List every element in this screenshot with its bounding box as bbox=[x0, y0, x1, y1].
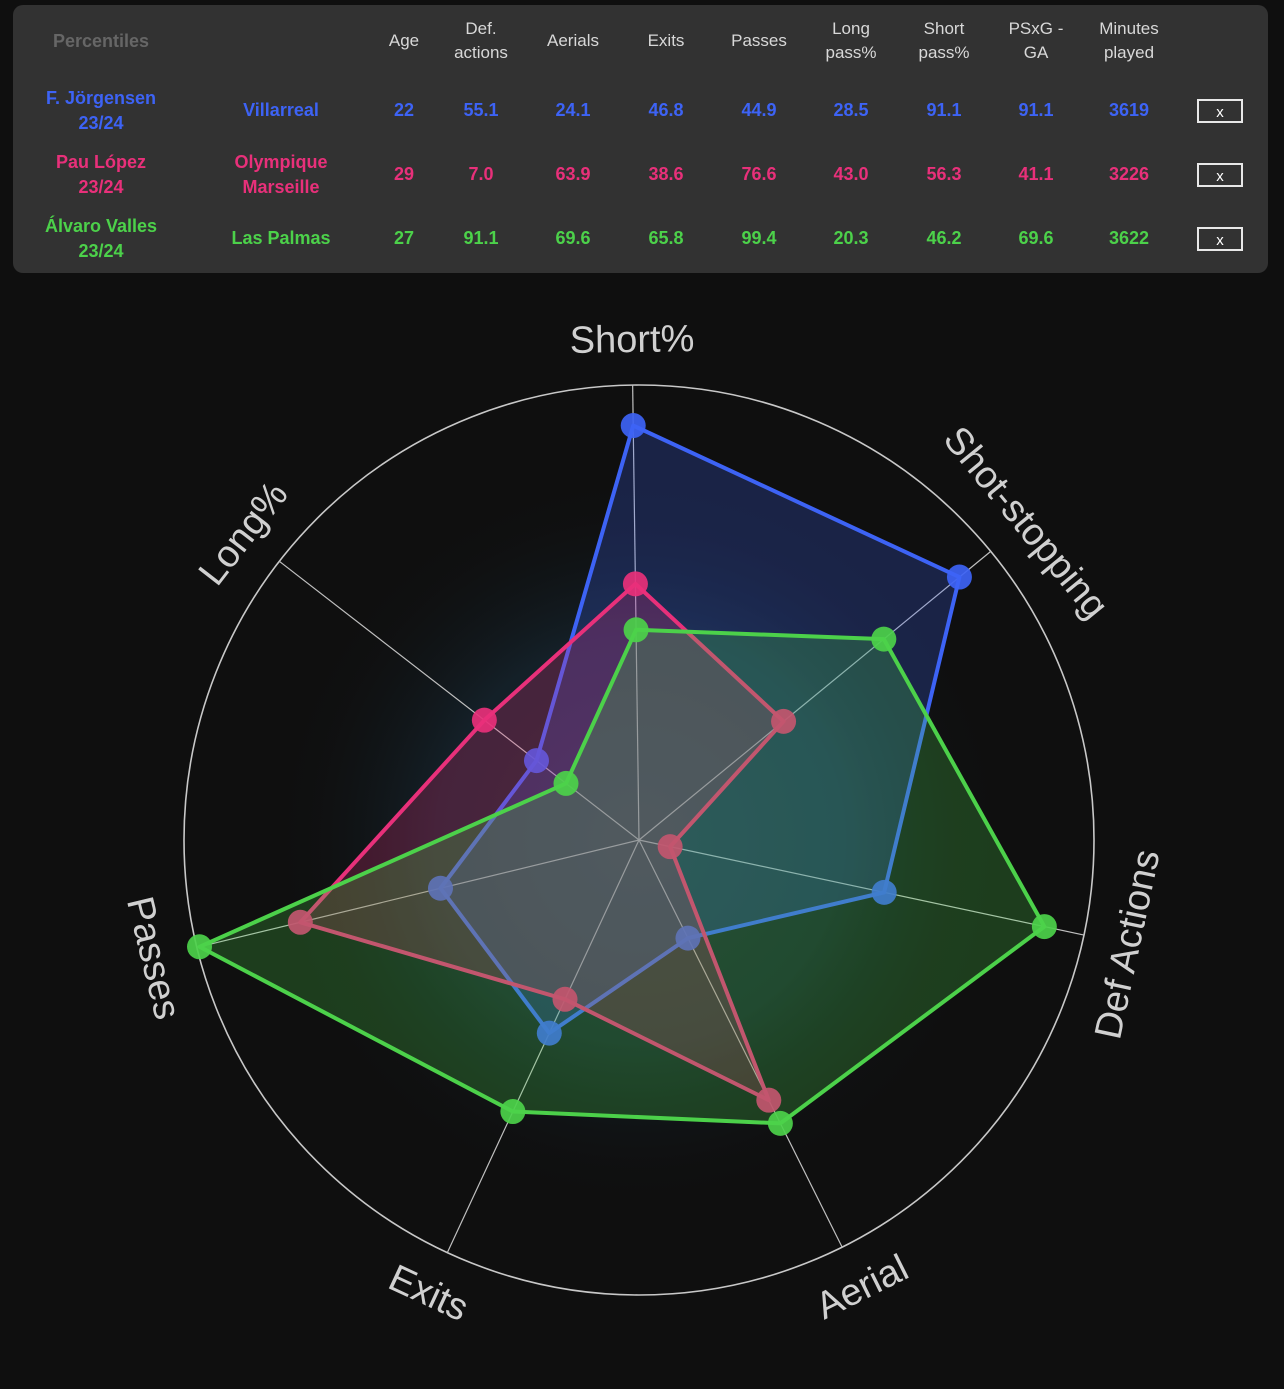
stat-value: 65.8 bbox=[648, 228, 684, 248]
radar-spoke bbox=[196, 839, 640, 949]
radar-outer-ring bbox=[183, 384, 1095, 1296]
stat-value: 69.6 bbox=[555, 228, 591, 248]
radar-point bbox=[946, 564, 972, 590]
radar-point bbox=[553, 770, 579, 796]
column-header-age: Age bbox=[388, 31, 420, 50]
stat-value: 3619 bbox=[1108, 100, 1150, 120]
stat-value: 29 bbox=[393, 164, 415, 184]
column-header-def-actions: Def. actions bbox=[454, 19, 508, 62]
radar-point bbox=[552, 986, 578, 1012]
stat-value: 91.1 bbox=[926, 100, 962, 120]
player-name: Pau López 23/24 bbox=[55, 152, 146, 197]
stat-value: 7.0 bbox=[468, 164, 494, 184]
axis-label: Passes bbox=[118, 893, 188, 1024]
radar-series-2 bbox=[287, 571, 797, 1113]
radar-point bbox=[622, 571, 648, 597]
column-header-psxg-ga: PSxG - GA bbox=[1008, 19, 1064, 62]
stat-value: 41.1 bbox=[1018, 164, 1054, 184]
radar-point bbox=[471, 707, 497, 733]
radar-point bbox=[756, 1087, 782, 1113]
radar-point bbox=[623, 617, 649, 643]
stat-value: 43.0 bbox=[833, 164, 869, 184]
team-name: Villarreal bbox=[243, 100, 319, 120]
remove-player-button[interactable]: x bbox=[1197, 227, 1243, 251]
stat-value: 55.1 bbox=[463, 100, 499, 120]
stat-value: 46.8 bbox=[648, 100, 684, 120]
stat-value: 38.6 bbox=[648, 164, 684, 184]
stat-value: 56.3 bbox=[926, 164, 962, 184]
radar-series-area bbox=[298, 581, 786, 1103]
column-header-minutes-played: Minutes played bbox=[1099, 19, 1159, 62]
radar-point bbox=[187, 934, 213, 960]
stat-value: 24.1 bbox=[555, 100, 591, 120]
stat-value: 28.5 bbox=[833, 100, 869, 120]
player-name: Álvaro Valles 23/24 bbox=[44, 216, 158, 261]
column-header-short-pass: Short pass% bbox=[918, 19, 970, 62]
radar-spoke bbox=[638, 550, 992, 841]
axis-label: Shot-stopping bbox=[935, 419, 1116, 627]
stat-value: 22 bbox=[393, 100, 415, 120]
axis-label: Short% bbox=[569, 318, 694, 362]
team-name: Olympique Marseille bbox=[234, 152, 328, 197]
column-header-aerials: Aerials bbox=[547, 31, 599, 50]
radar-spoke bbox=[638, 839, 1085, 936]
radar-point bbox=[287, 909, 313, 935]
radar-point bbox=[500, 1099, 526, 1125]
remove-player-button[interactable]: x bbox=[1197, 163, 1243, 187]
radar-series-area bbox=[197, 627, 1047, 1126]
radar-spoke bbox=[446, 839, 640, 1253]
radar-point bbox=[767, 1110, 793, 1136]
radar-point bbox=[675, 925, 701, 951]
stat-value: 3622 bbox=[1108, 228, 1150, 248]
radar-point bbox=[620, 413, 646, 439]
radar-point bbox=[771, 708, 797, 734]
radar-spoke bbox=[638, 839, 843, 1248]
remove-player-button[interactable]: x bbox=[1197, 99, 1243, 123]
stat-value: 27 bbox=[393, 228, 415, 248]
axis-label: Aerial bbox=[809, 1247, 915, 1328]
axis-label: Def Actions bbox=[1087, 846, 1168, 1043]
radar-point bbox=[657, 834, 683, 860]
stat-value: 3226 bbox=[1108, 164, 1150, 184]
team-name: Las Palmas bbox=[231, 228, 331, 248]
radar-series-area bbox=[438, 423, 962, 1036]
axis-label: Long% bbox=[191, 474, 297, 593]
stat-value: 69.6 bbox=[1018, 228, 1054, 248]
radar-spoke bbox=[278, 560, 640, 841]
radar-series-1 bbox=[427, 413, 972, 1046]
stat-value: 46.2 bbox=[926, 228, 962, 248]
radar-point bbox=[1031, 914, 1057, 940]
radar-point bbox=[871, 879, 897, 905]
comparison-table: Percentiles Age Def. actions Aerials Exi… bbox=[13, 5, 1268, 273]
column-header-long-pass: Long pass% bbox=[825, 19, 877, 62]
radar-point bbox=[536, 1020, 562, 1046]
radar-spoke bbox=[632, 385, 640, 841]
radar-point bbox=[523, 748, 549, 774]
radar-point bbox=[871, 626, 897, 652]
stat-value: 99.4 bbox=[741, 228, 777, 248]
stat-value: 91.1 bbox=[463, 228, 499, 248]
column-header-passes: Passes bbox=[731, 31, 787, 50]
radar-point bbox=[427, 875, 453, 901]
column-header-exits: Exits bbox=[647, 31, 685, 50]
stat-value: 91.1 bbox=[1018, 100, 1054, 120]
axis-label: Exits bbox=[382, 1257, 474, 1330]
stat-value: 63.9 bbox=[555, 164, 591, 184]
radar-series-3 bbox=[187, 617, 1057, 1136]
percentiles-header: Percentiles bbox=[52, 31, 150, 51]
player-name: F. Jörgensen 23/24 bbox=[45, 88, 157, 133]
stat-value: 76.6 bbox=[741, 164, 777, 184]
stat-value: 20.3 bbox=[833, 228, 869, 248]
radar-chart: Short% Shot-stopping Def Actions Aerial Exit… bbox=[118, 318, 1169, 1330]
stat-value: 44.9 bbox=[741, 100, 777, 120]
